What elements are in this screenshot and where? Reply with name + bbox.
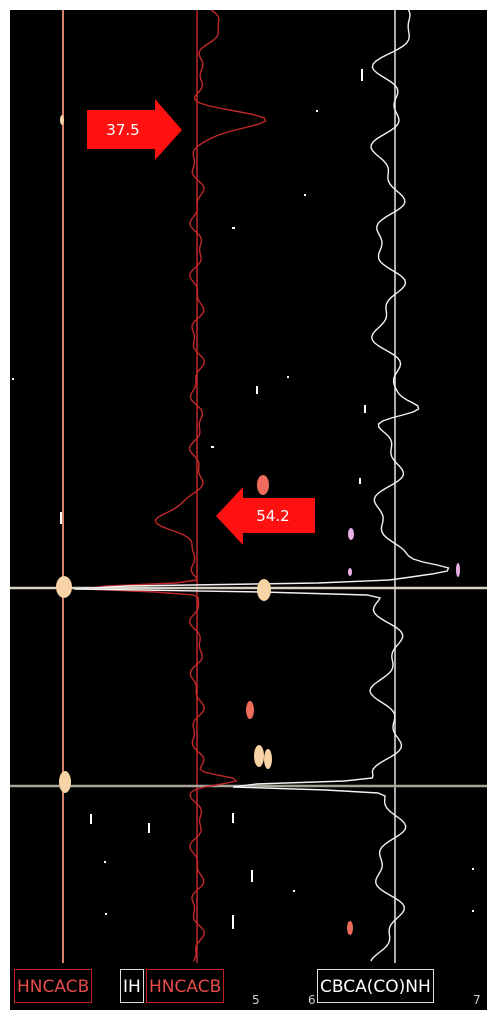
peak[interactable] xyxy=(59,771,71,793)
axis-tick-label: 5 xyxy=(252,993,260,1007)
axis-tick-label: 6 xyxy=(308,993,316,1007)
strip-label-ih[interactable]: IH xyxy=(120,969,144,1003)
axis-tick-label: 7 xyxy=(473,993,481,1007)
strip-label-bar: HNCACB IH HNCACB 5 6 CBCA(CO)NH 7 xyxy=(10,963,487,1010)
peak[interactable] xyxy=(246,701,254,719)
peak[interactable] xyxy=(60,115,64,125)
arrow-right-icon xyxy=(87,99,182,160)
peak[interactable] xyxy=(264,749,272,769)
peak-marker-label-2: 54.2 xyxy=(256,507,289,525)
strip-label-cbcaconh[interactable]: CBCA(CO)NH xyxy=(317,969,434,1003)
peak[interactable] xyxy=(56,576,72,598)
cbcaconh-1d-trace xyxy=(74,10,450,962)
peak[interactable] xyxy=(348,568,352,576)
noise-speck-group xyxy=(12,69,474,929)
peak-marker-label-1: 37.5 xyxy=(106,121,139,139)
peak-group xyxy=(56,115,460,935)
peak[interactable] xyxy=(348,528,354,540)
peak[interactable] xyxy=(254,745,264,767)
arrow-left-icon xyxy=(216,487,315,545)
strip-label-hncacb-2[interactable]: HNCACB xyxy=(146,969,225,1003)
strip-label-hncacb[interactable]: HNCACB xyxy=(14,969,93,1003)
spectrum-strip-plot[interactable]: 37.5 54.2 xyxy=(10,10,487,963)
hncacb-1d-trace xyxy=(85,10,267,962)
peak[interactable] xyxy=(347,921,353,935)
peak[interactable] xyxy=(456,563,460,577)
spectrum-canvas[interactable]: 37.5 54.2 xyxy=(10,10,487,963)
peak[interactable] xyxy=(257,475,269,495)
peak[interactable] xyxy=(257,579,271,601)
